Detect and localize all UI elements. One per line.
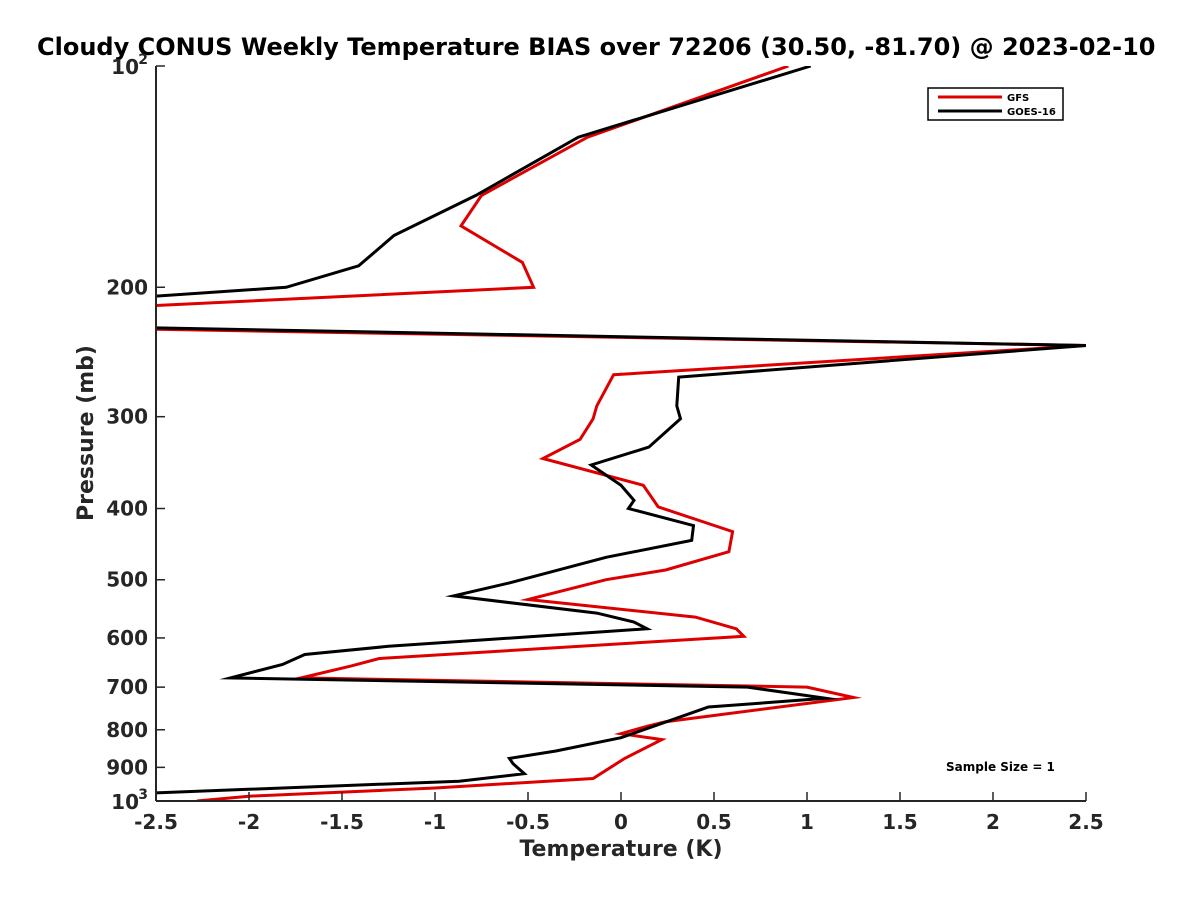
legend: GFS GOES-16 xyxy=(927,87,1064,121)
y-tick-label: 300 xyxy=(106,405,148,429)
y-tick-label: 400 xyxy=(106,497,148,521)
y-tick-label-exponent: 2 xyxy=(138,52,148,68)
legend-label-goes16: GOES-16 xyxy=(1007,107,1056,118)
x-tick-label: 0 xyxy=(614,810,628,834)
legend-box xyxy=(927,87,1064,121)
series-line-goes16 xyxy=(156,66,1086,795)
x-tick-label: 2.5 xyxy=(1068,810,1103,834)
axes: -2.5 -2 -1.5 -1 -0.5 0 0.5 1 1.5 2 2.5 21020030040… xyxy=(106,52,1103,834)
series-line-gfs xyxy=(156,66,1086,801)
x-tick-label: -1 xyxy=(424,810,446,834)
y-tick-label: 800 xyxy=(106,718,148,742)
x-tick-label: -2 xyxy=(238,810,260,834)
x-tick-label: -0.5 xyxy=(506,810,550,834)
legend-label-gfs: GFS xyxy=(1007,93,1029,104)
x-tick-label: 2 xyxy=(986,810,1000,834)
x-tick-label: -1.5 xyxy=(320,810,364,834)
x-tick-label: 1 xyxy=(800,810,814,834)
y-tick-label: 900 xyxy=(106,755,148,779)
series-layer xyxy=(156,66,1086,801)
x-axis-label: Temperature (K) xyxy=(519,837,722,862)
y-tick-label: 600 xyxy=(106,626,148,650)
y-tick-label: 10 xyxy=(111,790,139,814)
y-tick-label: 700 xyxy=(106,675,148,699)
y-axis-label: Pressure (mb) xyxy=(74,345,99,521)
y-tick-label: 200 xyxy=(106,275,148,299)
y-tick-label: 500 xyxy=(106,568,148,592)
y-tick-label-exponent: 3 xyxy=(138,787,148,803)
x-tick-label: 1.5 xyxy=(882,810,917,834)
plot-area xyxy=(156,66,1086,801)
x-tick-label: -2.5 xyxy=(134,810,178,834)
x-ticks: -2.5 -2 -1.5 -1 -0.5 0 0.5 1 1.5 2 2.5 xyxy=(134,792,1104,834)
y-tick-label: 10 xyxy=(111,55,139,79)
chart-title: Cloudy CONUS Weekly Temperature BIAS ove… xyxy=(37,33,1155,61)
sample-size-annotation: Sample Size = 1 xyxy=(946,760,1055,774)
x-tick-label: 0.5 xyxy=(696,810,731,834)
